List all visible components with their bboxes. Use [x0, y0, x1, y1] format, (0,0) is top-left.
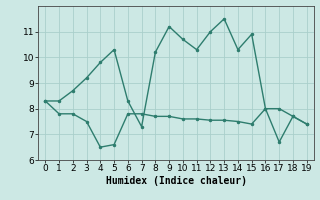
X-axis label: Humidex (Indice chaleur): Humidex (Indice chaleur) [106, 176, 246, 186]
